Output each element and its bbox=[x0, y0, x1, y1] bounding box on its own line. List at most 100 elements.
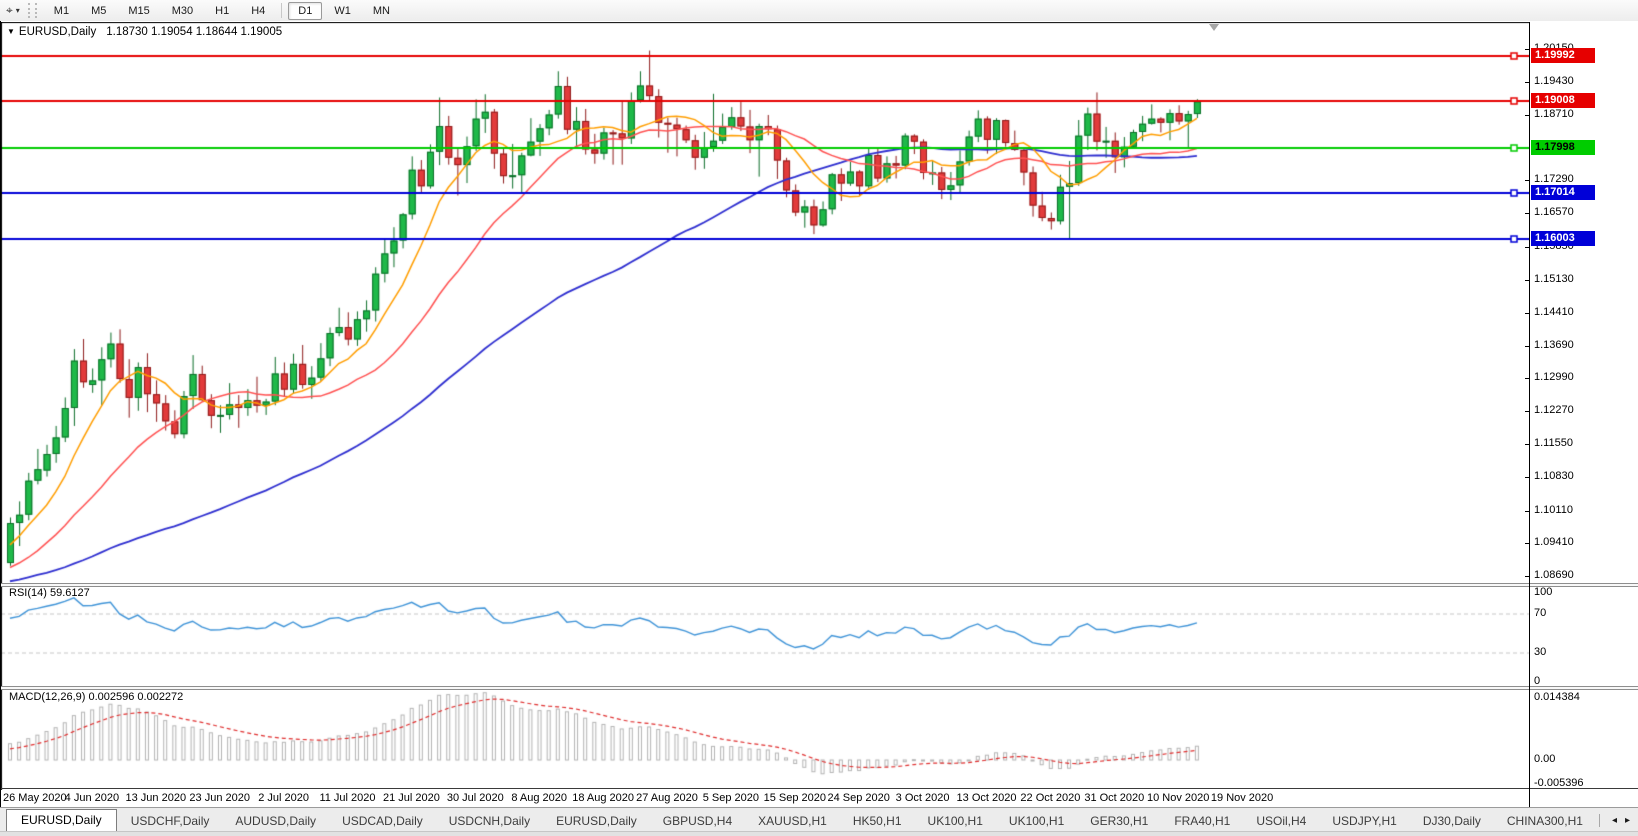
date-label: 22 Oct 2020 bbox=[1020, 792, 1081, 804]
axis-tick bbox=[1525, 542, 1529, 544]
pane-separator-macd[interactable] bbox=[1, 686, 1638, 690]
chart-tab-bar: EURUSD,Daily USDCHF,Daily AUDUSD,Daily USDC… bbox=[0, 807, 1638, 832]
date-label: 8 Aug 2020 bbox=[511, 792, 568, 804]
time-axis-line bbox=[1, 788, 1638, 789]
date-label: 3 Oct 2020 bbox=[895, 792, 950, 804]
crosshair-icon: ⌖ bbox=[6, 3, 13, 17]
tab-dj30-daily[interactable]: DJ30,Daily bbox=[1422, 814, 1481, 828]
tab-scroll-left-icon[interactable]: ◂ bbox=[1611, 814, 1617, 826]
toolbar: ⌖ ▾ M1 M5 M15 M30 H1 H4 D1 W1 MN bbox=[0, 0, 1638, 22]
tab-usdcnh-daily[interactable]: USDCNH,Daily bbox=[448, 814, 531, 828]
axis-tick bbox=[1525, 510, 1529, 512]
chart-window: ▼ EURUSD,Daily 1.18730 1.19054 1.18644 1.1… bbox=[0, 21, 1638, 807]
tab-ger30-h1[interactable]: GER30,H1 bbox=[1090, 814, 1149, 828]
chart-title-ohlc: 1.18730 1.19054 1.18644 1.19005 bbox=[106, 26, 283, 38]
axis-tick bbox=[1525, 213, 1529, 215]
rsi-axis-label: 70 bbox=[1534, 607, 1547, 619]
price-axis-label: 1.15130 bbox=[1534, 272, 1574, 285]
tab-uk100-h1[interactable]: UK100,H1 bbox=[927, 814, 983, 828]
date-label: 13 Jun 2020 bbox=[125, 792, 187, 804]
timeframe-button-m1[interactable]: M1 bbox=[53, 4, 70, 17]
timeframe-button-w1[interactable]: W1 bbox=[334, 4, 351, 17]
axis-tick bbox=[1525, 246, 1529, 248]
timeframe-button-h4[interactable]: H4 bbox=[251, 4, 266, 17]
axis-tick bbox=[1525, 444, 1529, 446]
axis-tick bbox=[1525, 114, 1529, 116]
axis-tick bbox=[1525, 279, 1529, 281]
tab-eurusd-daily[interactable]: EURUSD,Daily bbox=[556, 814, 637, 828]
axis-tick bbox=[1525, 575, 1529, 577]
timeframe-button-mn[interactable]: MN bbox=[372, 4, 390, 17]
tab-usdcad-daily[interactable]: USDCAD,Daily bbox=[342, 814, 423, 828]
price-chart-canvas[interactable] bbox=[1, 22, 1529, 790]
tab-china300-h1[interactable]: CHINA300,H1 bbox=[1506, 814, 1583, 828]
tab-audusd-daily[interactable]: AUDUSD,Daily bbox=[235, 814, 317, 828]
macd-label: MACD(12,26,9) 0.002596 0.002272 bbox=[9, 691, 184, 703]
date-label: 24 Sep 2020 bbox=[827, 792, 890, 804]
axis-tick bbox=[1525, 48, 1529, 50]
timeframe-button-d1[interactable]: D1 bbox=[288, 1, 323, 20]
timeframe-button-h1[interactable]: H1 bbox=[215, 4, 230, 17]
tab-hk50-h1[interactable]: HK50,H1 bbox=[852, 814, 902, 828]
date-label: 11 Jul 2020 bbox=[319, 792, 376, 804]
price-level-tag: 1.17998 bbox=[1531, 139, 1595, 155]
tab-divider bbox=[1598, 813, 1600, 827]
triangle-down-icon: ▼ bbox=[7, 27, 15, 36]
tab-eurusd-daily[interactable]: EURUSD,Daily bbox=[6, 809, 117, 832]
price-axis-label: 1.12990 bbox=[1534, 371, 1574, 384]
date-label: 30 Jul 2020 bbox=[446, 792, 504, 804]
rsi-axis-label: 30 bbox=[1534, 646, 1547, 658]
chart-shift-marker[interactable] bbox=[1209, 24, 1219, 31]
date-label: 26 May 2020 bbox=[3, 792, 67, 804]
date-label: 19 Nov 2020 bbox=[1210, 792, 1274, 804]
price-axis-label: 1.19430 bbox=[1534, 74, 1574, 87]
timeframe-button-m5[interactable]: M5 bbox=[91, 4, 107, 17]
timeframe-button-m15[interactable]: M15 bbox=[128, 4, 150, 17]
price-axis-label: 1.08690 bbox=[1534, 568, 1574, 581]
tab-gbpusd-h4[interactable]: GBPUSD,H4 bbox=[662, 814, 733, 828]
price-level-tag: 1.17014 bbox=[1531, 184, 1595, 200]
tab-usoil-h4[interactable]: USOil,H4 bbox=[1256, 814, 1307, 828]
date-label: 5 Sep 2020 bbox=[702, 792, 760, 804]
rsi-axis-label: 100 bbox=[1534, 586, 1553, 598]
timeframe-button-m30[interactable]: M30 bbox=[171, 4, 194, 17]
status-strip bbox=[0, 831, 1638, 836]
price-axis-label: 1.10830 bbox=[1534, 470, 1574, 483]
date-label: 10 Nov 2020 bbox=[1146, 792, 1210, 804]
rsi-label: RSI(14) 59.6127 bbox=[9, 587, 90, 599]
date-label: 31 Oct 2020 bbox=[1084, 792, 1145, 804]
axis-tick bbox=[1525, 312, 1529, 314]
date-label: 18 Aug 2020 bbox=[572, 792, 634, 804]
axis-tick bbox=[1525, 378, 1529, 380]
price-axis-label: 1.16570 bbox=[1534, 206, 1574, 219]
date-label: 27 Aug 2020 bbox=[636, 792, 698, 804]
date-label: 4 Jun 2020 bbox=[64, 792, 120, 804]
pane-separator-rsi[interactable] bbox=[1, 583, 1638, 587]
tab-usdjpy-h1[interactable]: USDJPY,H1 bbox=[1332, 814, 1397, 828]
tab-scroll-right-icon[interactable]: ▸ bbox=[1624, 814, 1630, 826]
date-label: 21 Jul 2020 bbox=[382, 792, 440, 804]
rsi-axis-label: 0 bbox=[1534, 675, 1541, 688]
axis-tick bbox=[1525, 345, 1529, 347]
axis-tick bbox=[1525, 81, 1529, 83]
price-axis-label: 1.12270 bbox=[1534, 404, 1574, 417]
date-label: 15 Sep 2020 bbox=[763, 792, 826, 804]
tab-usdchf-daily[interactable]: USDCHF,Daily bbox=[130, 814, 210, 828]
axis-tick bbox=[1525, 180, 1529, 182]
date-label: 2 Jul 2020 bbox=[258, 792, 309, 804]
cursor-tool-button[interactable]: ⌖ ▾ bbox=[0, 1, 26, 20]
toolbar-grip[interactable] bbox=[27, 3, 37, 18]
price-axis-label: 1.10110 bbox=[1534, 503, 1573, 516]
tab-xauusd-h1[interactable]: XAUUSD,H1 bbox=[758, 814, 827, 828]
chart-title-symbol: EURUSD,Daily bbox=[18, 26, 97, 38]
price-axis-label: 1.09410 bbox=[1534, 535, 1574, 548]
chart-title: ▼ EURUSD,Daily 1.18730 1.19054 1.18644 1.1… bbox=[7, 26, 282, 38]
macd-axis-label: 0.00 bbox=[1534, 753, 1556, 765]
tab-fra40-h1[interactable]: FRA40,H1 bbox=[1174, 814, 1231, 828]
tab-uk100-h1[interactable]: UK100,H1 bbox=[1008, 814, 1065, 828]
macd-axis-label: -0.005396 bbox=[1534, 777, 1584, 790]
chevron-down-icon: ▾ bbox=[15, 6, 20, 15]
price-axis-label: 1.11550 bbox=[1534, 437, 1573, 450]
axis-tick bbox=[1525, 411, 1529, 413]
